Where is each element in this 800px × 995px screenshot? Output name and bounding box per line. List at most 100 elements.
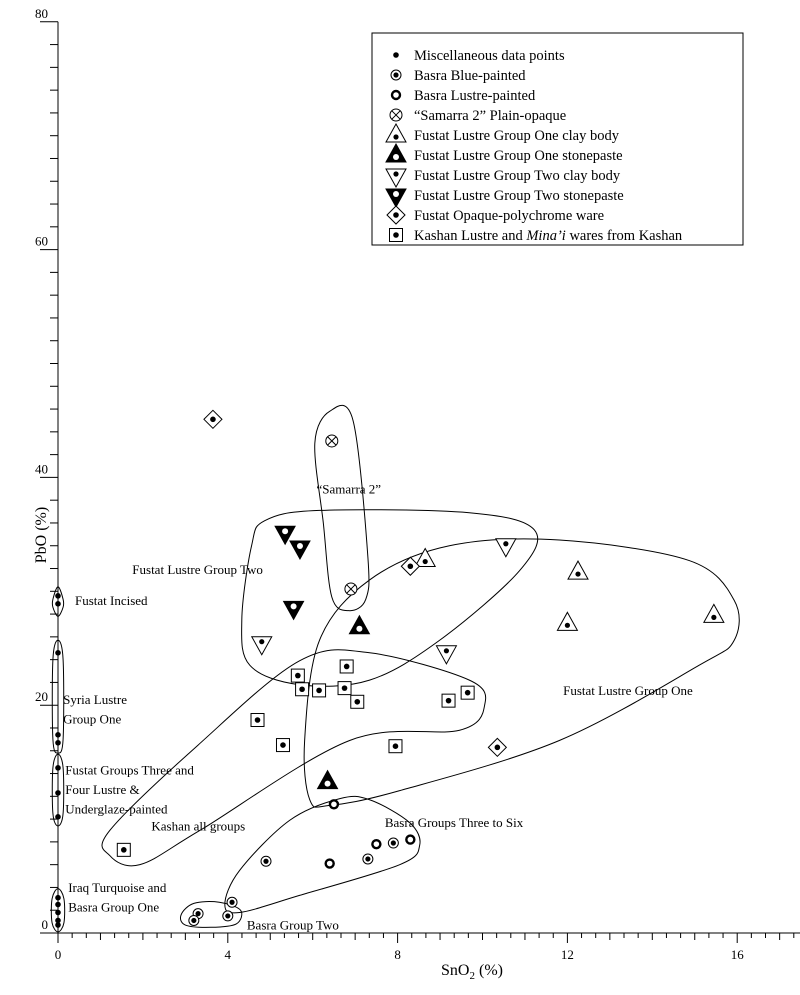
dot-marker: [341, 685, 348, 691]
marker-crossed-circle: [325, 434, 339, 448]
triangle-marker: [348, 614, 371, 635]
legend-box: [371, 32, 744, 246]
marker-dot: [55, 593, 61, 599]
triangle-marker: [556, 611, 579, 631]
marker-square: [389, 228, 403, 242]
marker-square: [312, 683, 327, 698]
marker-bold-open-circle: [328, 799, 340, 810]
marker-filled-triangle-up: [316, 769, 339, 790]
x-tick-label: 8: [394, 947, 401, 962]
marker-square: [388, 739, 403, 754]
dot-marker: [464, 689, 471, 696]
dot-marker: [393, 171, 399, 177]
marker-dot: [393, 52, 399, 58]
y-tick-label: 60: [35, 234, 48, 249]
dot-marker: [407, 563, 414, 570]
marker-dotted-circle: [390, 69, 402, 81]
dot-marker: [443, 648, 450, 654]
dot-marker: [316, 687, 322, 694]
triangle-marker: [414, 547, 437, 568]
dot-marker: [55, 601, 61, 607]
marker-crossed-circle: [344, 582, 358, 596]
marker-dot: [55, 814, 61, 820]
dot-marker: [225, 913, 231, 919]
dot-marker: [393, 72, 399, 78]
triangle-marker: [289, 540, 311, 561]
legend-label: Fustat Lustre Group Two stonepaste: [414, 188, 624, 204]
marker-bold-open-circle: [405, 834, 416, 845]
dot-marker: [445, 697, 452, 704]
dot-marker: [393, 232, 399, 238]
marker-square: [275, 738, 290, 753]
legend: Miscellaneous data points Basra Blue-pain…: [371, 32, 744, 246]
legend-entry: Fustat Lustre Group Two stonepaste: [385, 188, 624, 209]
data-points: [55, 409, 725, 928]
enclosure-outline: [314, 404, 370, 612]
legend-label: Fustat Opaque-polychrome ware: [414, 208, 604, 224]
marker-square: [250, 713, 265, 728]
legend-label-part: Mina’i: [525, 228, 565, 244]
region-label: Group One: [63, 711, 121, 726]
x-tick-label: 16: [731, 947, 745, 962]
region-label: “Samarra 2”: [316, 481, 381, 496]
triangle-marker: [250, 636, 273, 656]
dot-marker: [393, 134, 399, 140]
marker-dotted-circle: [260, 855, 272, 867]
region-label: Underglaze-painted: [65, 801, 168, 816]
dot-marker: [575, 571, 581, 577]
x-axis-label: SnO2 (%): [441, 962, 503, 982]
legend-label: Fustat Lustre Group One clay body: [414, 128, 620, 144]
marker-square: [460, 685, 475, 700]
triangle-marker: [274, 525, 296, 546]
region-label: Syria Lustre: [63, 692, 127, 707]
marker-dotted-circle: [226, 896, 238, 908]
y-tick-label: 80: [35, 6, 48, 21]
region-label: Kashan all groups: [151, 818, 245, 833]
marker-square: [337, 681, 352, 696]
marker-dotted-circle: [188, 914, 200, 926]
marker-open-triangle-down: [250, 636, 273, 656]
triangle-marker: [385, 168, 407, 189]
x-tick-label: 4: [225, 947, 232, 962]
legend-label: Fustat Lustre Group Two clay body: [414, 168, 621, 184]
dot-marker: [290, 603, 297, 610]
circle-marker: [371, 838, 382, 850]
marker-dot: [55, 917, 61, 924]
cross-marker: [327, 436, 337, 446]
dot-marker: [393, 191, 399, 197]
marker-dot: [55, 739, 61, 746]
region-label: Iraq Turquoise and: [68, 880, 167, 895]
marker-dot: [55, 901, 61, 908]
marker-open-triangle-up: [703, 603, 725, 623]
dot-marker: [343, 663, 350, 670]
dot-marker: [295, 672, 301, 679]
marker-dot: [55, 732, 61, 738]
triangle-marker: [385, 122, 407, 143]
dot-marker: [195, 911, 201, 917]
marker-bold-open-circle: [390, 89, 402, 101]
legend-entry: Basra Blue-painted: [390, 68, 526, 84]
marker-filled-triangle-up: [348, 614, 371, 635]
circle-marker: [328, 799, 340, 810]
marker-filled-triangle-down: [385, 188, 407, 209]
dot-marker: [494, 744, 501, 751]
legend-entry: Fustat Lustre Group One clay body: [385, 122, 620, 144]
dot-marker: [503, 541, 509, 547]
triangle-marker: [385, 142, 407, 163]
dot-marker: [254, 717, 261, 723]
dot-marker: [282, 528, 289, 535]
marker-square: [339, 659, 354, 674]
marker-open-triangle-down: [385, 168, 407, 189]
marker-square: [116, 842, 131, 857]
region-label: Fustat Groups Three and: [65, 763, 194, 778]
legend-entry: Fustat Opaque-polychrome ware: [386, 205, 604, 225]
y-tick-label: 40: [35, 461, 48, 476]
dot-marker: [55, 732, 61, 738]
dot-marker: [390, 840, 396, 846]
marker-open-triangle-down: [435, 645, 458, 665]
marker-square: [350, 694, 365, 709]
region-label: Basra Group One: [68, 899, 159, 914]
dot-marker: [55, 909, 61, 916]
cross-marker: [391, 110, 401, 120]
marker-dotted-circle: [362, 853, 374, 865]
